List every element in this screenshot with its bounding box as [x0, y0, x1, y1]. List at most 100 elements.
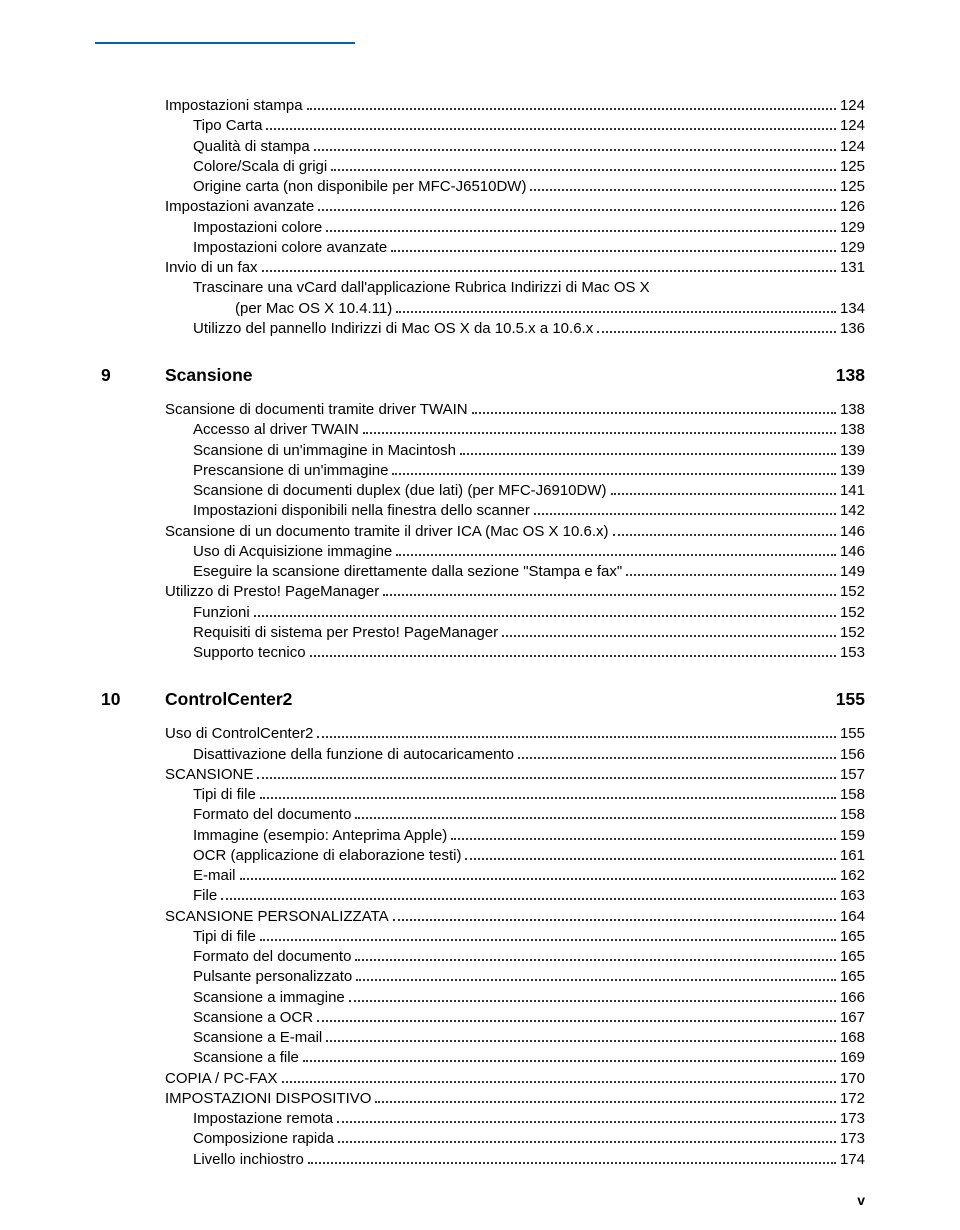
toc-entry-page: 173 — [840, 1109, 865, 1129]
page-number: v — [857, 1192, 865, 1208]
header-rule — [95, 42, 355, 44]
toc-page: Impostazioni stampa 124Tipo Carta 124Qua… — [0, 0, 960, 1230]
toc-entry: SCANSIONE PERSONALIZZATA 164 — [95, 907, 865, 927]
toc-leader-dots — [356, 972, 836, 982]
toc-entry-page: 165 — [840, 927, 865, 947]
toc-entry: Scansione a file 169 — [95, 1048, 865, 1068]
toc-leader-dots — [262, 262, 836, 272]
toc-entry: Formato del documento 165 — [95, 947, 865, 967]
toc-leader-dots — [221, 891, 836, 901]
toc-entry: Scansione di documenti duplex (due lati)… — [95, 481, 865, 501]
toc-entry: OCR (applicazione di elaborazione testi)… — [95, 846, 865, 866]
section-title: Scansione — [165, 365, 826, 386]
toc-leader-dots — [282, 1073, 836, 1083]
toc-entry-page: 139 — [840, 441, 865, 461]
toc-entry-page: 165 — [840, 947, 865, 967]
toc-entry-title: (per Mac OS X 10.4.11) — [235, 299, 392, 319]
toc-entry-page: 126 — [840, 197, 865, 217]
toc-entry-title: OCR (applicazione di elaborazione testi) — [193, 846, 461, 866]
toc-entry-title: Pulsante personalizzato — [193, 967, 352, 987]
toc-entry: Disattivazione della funzione di autocar… — [95, 745, 865, 765]
toc-entry-page: 139 — [840, 461, 865, 481]
toc-entry-page: 172 — [840, 1089, 865, 1109]
toc-leader-dots — [391, 242, 836, 252]
toc-leader-dots — [613, 526, 836, 536]
toc-leader-dots — [626, 566, 836, 576]
toc-entry-page: 138 — [840, 400, 865, 420]
toc-entry-page: 129 — [840, 238, 865, 258]
toc-entry-title: Requisiti di sistema per Presto! PageMan… — [193, 623, 498, 643]
toc-entry-title: Formato del documento — [193, 805, 351, 825]
toc-entry-page: 158 — [840, 805, 865, 825]
toc-entry: Tipi di file 165 — [95, 927, 865, 947]
toc-entry-title: SCANSIONE PERSONALIZZATA — [165, 907, 389, 927]
toc-entry-page: 167 — [840, 1008, 865, 1028]
toc-entry: SCANSIONE 157 — [95, 765, 865, 785]
toc-entry-title: Utilizzo di Presto! PageManager — [165, 582, 379, 602]
toc-entry-page: 158 — [840, 785, 865, 805]
toc-entry-title: Eseguire la scansione direttamente dalla… — [193, 562, 622, 582]
toc-entry: Impostazione remota 173 — [95, 1109, 865, 1129]
toc-entry-title: Origine carta (non disponibile per MFC-J… — [193, 177, 526, 197]
toc-entry-page: 153 — [840, 643, 865, 663]
toc-leader-dots — [266, 121, 835, 131]
toc-entry-title: Impostazioni avanzate — [165, 197, 314, 217]
toc-entry: Formato del documento 158 — [95, 805, 865, 825]
toc-entry: Requisiti di sistema per Presto! PageMan… — [95, 623, 865, 643]
toc-entry-page: 169 — [840, 1048, 865, 1068]
toc-leader-dots — [254, 607, 836, 617]
toc-entry: Supporto tecnico 153 — [95, 643, 865, 663]
toc-entry-title: Composizione rapida — [193, 1129, 334, 1149]
toc-entry: Scansione di un documento tramite il dri… — [95, 522, 865, 542]
toc-entry-title: Formato del documento — [193, 947, 351, 967]
toc-entry: IMPOSTAZIONI DISPOSITIVO 172 — [95, 1089, 865, 1109]
toc-leader-dots — [611, 485, 836, 495]
toc-entry: Utilizzo di Presto! PageManager 152 — [95, 582, 865, 602]
toc-entry-title: Scansione di un documento tramite il dri… — [165, 522, 609, 542]
toc-entry-title: Invio di un fax — [165, 258, 258, 278]
toc-entry-title: E-mail — [193, 866, 236, 886]
toc-entry: Impostazioni colore 129 — [95, 218, 865, 238]
toc-entry: Funzioni 152 — [95, 603, 865, 623]
toc-entry-title: Scansione a E-mail — [193, 1028, 322, 1048]
toc-leader-dots — [240, 870, 836, 880]
toc-entry-page: 136 — [840, 319, 865, 339]
toc-leader-dots — [260, 789, 836, 799]
toc-entry: E-mail 162 — [95, 866, 865, 886]
toc-leader-dots — [260, 931, 836, 941]
toc-entry-page: 170 — [840, 1069, 865, 1089]
toc-entry-title: Livello inchiostro — [193, 1150, 304, 1170]
toc-leader-dots — [317, 729, 836, 739]
header-bar — [95, 0, 865, 56]
toc-entry: COPIA / PC-FAX 170 — [95, 1069, 865, 1089]
toc-entry-page: 159 — [840, 826, 865, 846]
toc-leader-dots — [383, 587, 836, 597]
toc-leader-dots — [355, 810, 836, 820]
toc-entry: Trascinare una vCard dall'applicazione R… — [95, 278, 865, 298]
toc-leader-dots — [326, 222, 836, 232]
toc-entry-title: Impostazioni disponibili nella finestra … — [193, 501, 530, 521]
section-number: 10 — [95, 689, 165, 710]
toc-leader-dots — [317, 1012, 836, 1022]
toc-leader-dots — [392, 465, 836, 475]
toc-entry-title: Immagine (esempio: Anteprima Apple) — [193, 826, 447, 846]
toc-leader-dots — [534, 506, 836, 516]
toc-entry-title: Scansione di un'immagine in Macintosh — [193, 441, 456, 461]
toc-entry: Scansione di documenti tramite driver TW… — [95, 400, 865, 420]
section-number: 9 — [95, 365, 165, 386]
toc-entry: Uso di ControlCenter2 155 — [95, 724, 865, 744]
toc-entry: Colore/Scala di grigi 125 — [95, 157, 865, 177]
toc-entry-continuation: (per Mac OS X 10.4.11) 134 — [95, 299, 865, 319]
toc-entry-page: 131 — [840, 258, 865, 278]
toc-entry-page: 157 — [840, 765, 865, 785]
toc-entry-page: 141 — [840, 481, 865, 501]
toc-entry-page: 163 — [840, 886, 865, 906]
toc-leader-dots — [338, 1134, 836, 1144]
toc-entry-title: COPIA / PC-FAX — [165, 1069, 278, 1089]
toc-entry: Pulsante personalizzato 165 — [95, 967, 865, 987]
toc-entry-title: Tipi di file — [193, 785, 256, 805]
toc-leader-dots — [396, 303, 836, 313]
toc-leader-dots — [472, 404, 836, 414]
toc-entry-title: Impostazioni stampa — [165, 96, 303, 116]
toc-leader-dots — [303, 1053, 836, 1063]
